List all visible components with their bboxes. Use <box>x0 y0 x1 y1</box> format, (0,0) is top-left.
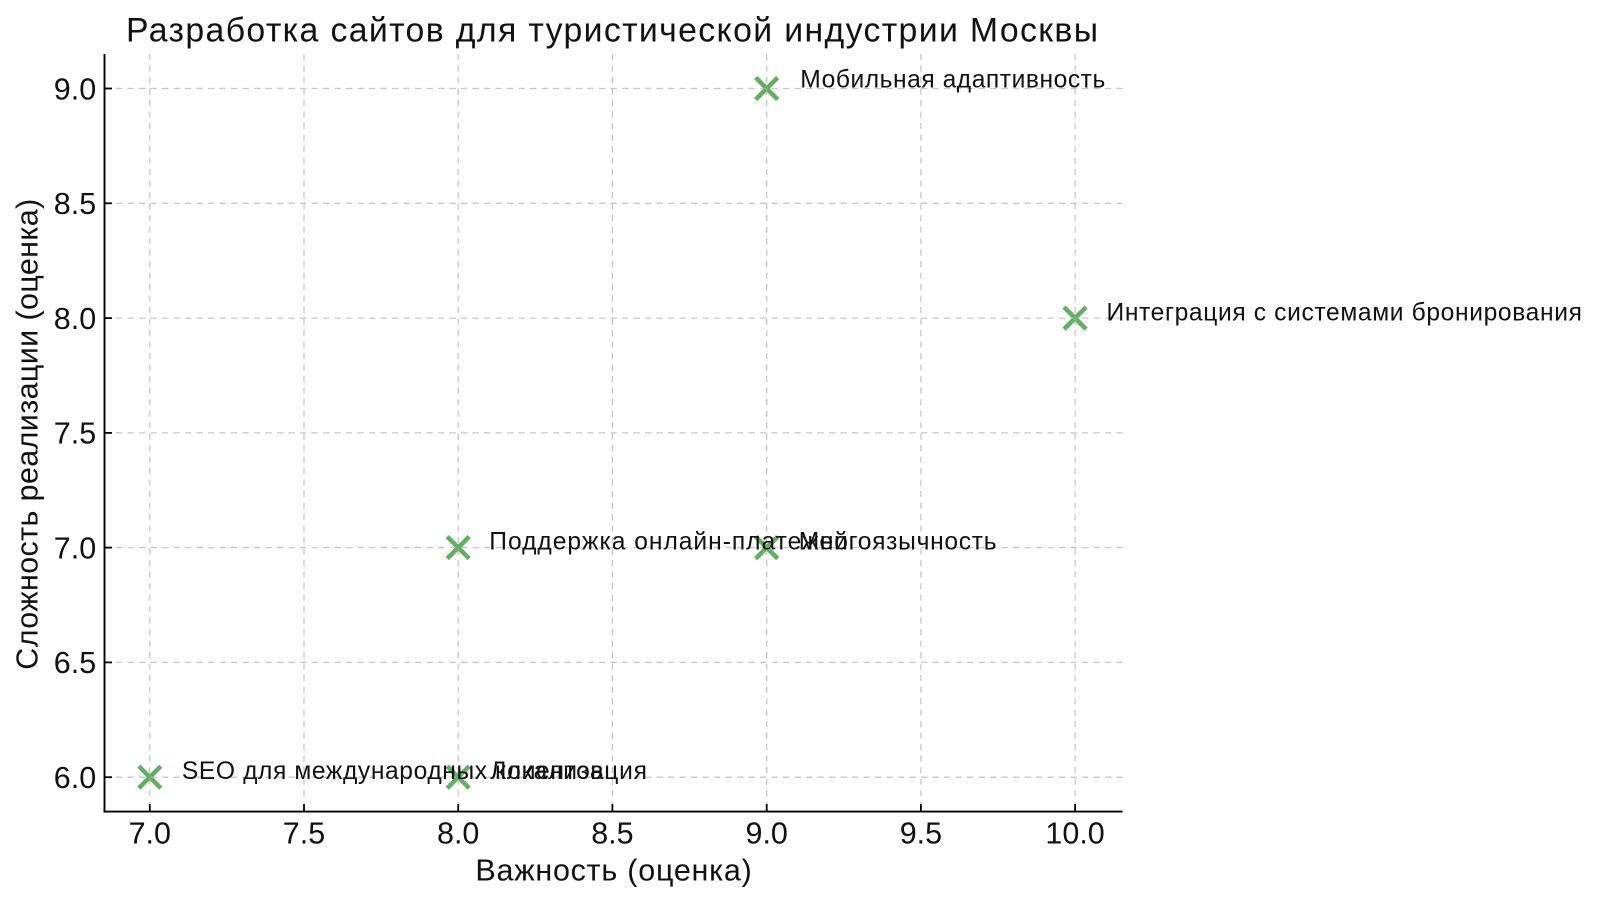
svg-text:6.0: 6.0 <box>54 761 96 795</box>
svg-text:Сложность реализации (оценка): Сложность реализации (оценка) <box>11 199 45 670</box>
svg-text:10.0: 10.0 <box>1045 817 1104 851</box>
svg-text:Интеграция с системами брониро: Интеграция с системами бронирования <box>1107 299 1582 326</box>
svg-text:8.0: 8.0 <box>54 302 96 336</box>
svg-text:Важность (оценка): Важность (оценка) <box>475 853 751 887</box>
svg-text:8.5: 8.5 <box>54 187 96 221</box>
svg-text:Многоязычность: Многоязычность <box>799 529 997 556</box>
svg-text:7.5: 7.5 <box>283 817 325 851</box>
svg-text:Мобильная адаптивность: Мобильная адаптивность <box>800 67 1105 94</box>
svg-text:Локализация: Локализация <box>490 758 647 785</box>
svg-text:7.5: 7.5 <box>54 417 96 451</box>
svg-text:Разработка сайтов для туристич: Разработка сайтов для туристической инду… <box>126 11 1098 49</box>
svg-text:8.5: 8.5 <box>591 817 633 851</box>
svg-text:6.5: 6.5 <box>54 646 96 680</box>
svg-text:Поддержка онлайн-платежей: Поддержка онлайн-платежей <box>489 529 848 556</box>
svg-text:9.5: 9.5 <box>900 817 942 851</box>
svg-text:9.0: 9.0 <box>54 72 96 106</box>
svg-text:8.0: 8.0 <box>437 817 479 851</box>
svg-text:7.0: 7.0 <box>54 531 96 565</box>
svg-text:SEO для международных клиентов: SEO для международных клиентов <box>182 758 604 785</box>
svg-text:7.0: 7.0 <box>129 817 171 851</box>
svg-text:9.0: 9.0 <box>745 817 787 851</box>
